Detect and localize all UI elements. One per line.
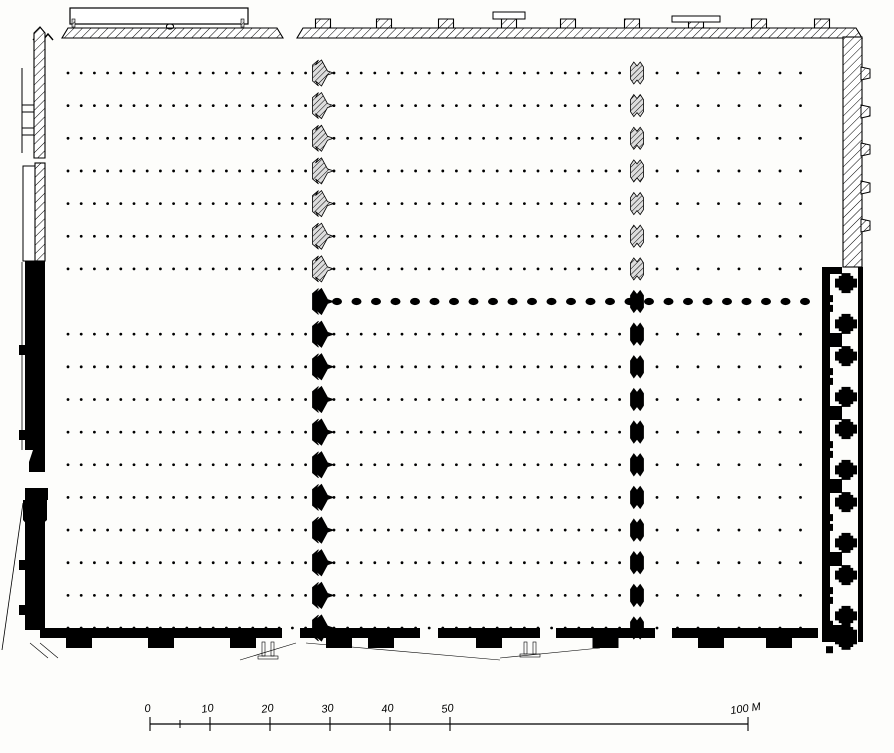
- svg-text:20: 20: [260, 702, 276, 716]
